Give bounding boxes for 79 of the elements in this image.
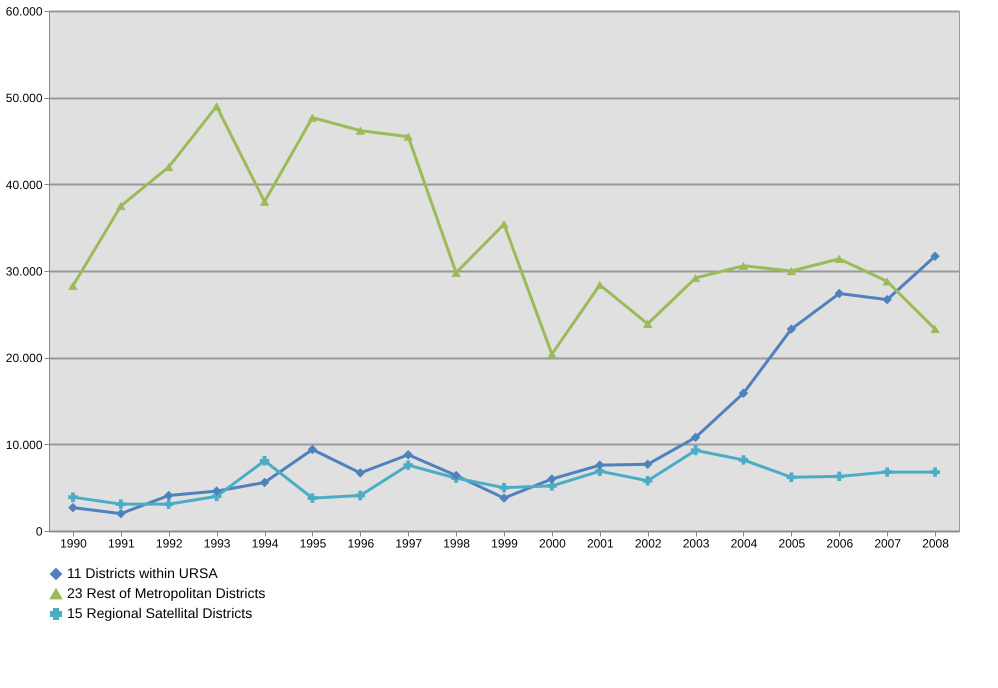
y-tick-label: 40.000 (6, 178, 43, 192)
x-tick-label: 1992 (156, 536, 183, 550)
x-tick-label: 1997 (395, 536, 422, 550)
point (499, 482, 509, 492)
point (356, 490, 366, 500)
x-tick-label: 2001 (586, 536, 614, 550)
x-tick-label: 2000 (539, 536, 566, 550)
legend-label: 15 Regional Satellital Districts (67, 605, 252, 621)
x-tick-label: 2002 (634, 536, 662, 550)
x-tick-label: 2008 (922, 536, 950, 550)
point (834, 288, 844, 298)
y-tick-label: 30.000 (6, 264, 43, 278)
point (786, 472, 796, 482)
point (403, 450, 413, 460)
point (642, 476, 652, 486)
x-tick-label: 1998 (443, 536, 470, 550)
x-tick-label: 1996 (347, 536, 374, 550)
point (882, 467, 892, 477)
point (451, 268, 461, 277)
point (356, 126, 366, 135)
point (308, 444, 318, 454)
x-tick-label: 2006 (826, 536, 854, 550)
point (308, 113, 318, 122)
point (690, 446, 700, 456)
y-tick-label: 60.000 (6, 4, 43, 18)
x-tick-label: 1993 (204, 536, 231, 550)
point (499, 493, 509, 503)
y-tick-label: 0 (36, 524, 43, 538)
x-tick-label: 2004 (730, 536, 758, 550)
point (642, 320, 652, 328)
x-tick-label: 2005 (778, 536, 806, 550)
point (403, 460, 413, 470)
point (164, 499, 174, 509)
point (68, 502, 78, 512)
point (116, 508, 126, 518)
point (212, 102, 222, 110)
x-tick-label: 1991 (108, 536, 136, 550)
point (547, 474, 557, 484)
point (642, 460, 652, 470)
x-tick-label: 1990 (60, 536, 88, 550)
x-tick-label: 1999 (491, 536, 518, 550)
y-tick-label: 10.000 (6, 438, 43, 452)
legend-label: 23 Rest of Metropolitan Districts (67, 585, 266, 601)
point (786, 266, 796, 276)
legend-label: 11 Districts within URSA (67, 565, 218, 581)
point (403, 132, 413, 141)
x-tick-label: 2007 (874, 536, 902, 550)
point (547, 350, 557, 358)
x-tick-label: 2003 (682, 536, 710, 550)
point (690, 432, 700, 442)
point (738, 262, 748, 270)
point (882, 277, 892, 286)
point (164, 490, 174, 500)
y-tick-label: 20.000 (6, 351, 43, 366)
point (68, 492, 78, 502)
point (930, 467, 940, 477)
point (116, 499, 126, 509)
point (260, 456, 270, 466)
x-tick-label: 1994 (252, 536, 279, 550)
point (930, 324, 940, 334)
point (882, 294, 892, 304)
point (499, 220, 509, 228)
point (738, 455, 748, 465)
point (834, 472, 844, 482)
point (116, 202, 126, 210)
point (260, 198, 270, 206)
point (356, 468, 366, 478)
point (930, 252, 940, 262)
point (260, 478, 270, 488)
point (451, 470, 461, 480)
x-tick-label: 1995 (300, 536, 327, 550)
point (738, 388, 748, 398)
y-tick-label: 50.000 (6, 91, 43, 106)
point (308, 493, 318, 503)
point (595, 460, 605, 470)
point (68, 282, 78, 290)
point (212, 486, 222, 496)
point (786, 324, 796, 334)
point (834, 254, 844, 263)
